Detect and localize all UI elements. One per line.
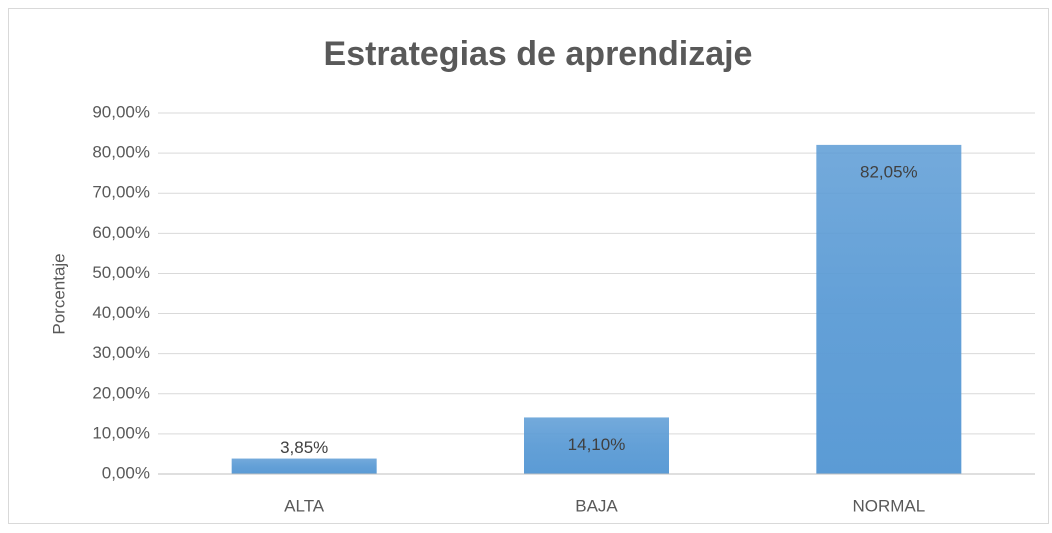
y-tick-label: 30,00% bbox=[92, 343, 150, 362]
y-tick-label: 70,00% bbox=[92, 183, 150, 202]
bar bbox=[816, 144, 962, 474]
y-tick-label: 20,00% bbox=[92, 383, 150, 402]
x-tick-label: BAJA bbox=[575, 496, 618, 515]
chart-title: Estrategias de aprendizaje bbox=[324, 35, 753, 73]
x-tick-label: ALTA bbox=[284, 496, 325, 515]
bar bbox=[524, 417, 669, 474]
bar bbox=[231, 458, 377, 474]
y-tick-label: 50,00% bbox=[92, 263, 150, 282]
chart-border bbox=[8, 8, 1049, 524]
y-tick-label: 90,00% bbox=[92, 102, 150, 121]
y-tick-label: 40,00% bbox=[92, 303, 150, 322]
x-tick-label: NORMAL bbox=[852, 496, 925, 515]
data-label: 3,85% bbox=[280, 438, 328, 457]
data-label: 82,05% bbox=[860, 162, 918, 181]
y-tick-label: 0,00% bbox=[102, 463, 150, 482]
y-tick-label: 60,00% bbox=[92, 223, 150, 242]
y-tick-label: 10,00% bbox=[92, 423, 150, 442]
y-tick-label: 80,00% bbox=[92, 143, 150, 162]
y-axis-label: Porcentaje bbox=[49, 253, 68, 334]
data-label: 14,10% bbox=[568, 435, 626, 454]
